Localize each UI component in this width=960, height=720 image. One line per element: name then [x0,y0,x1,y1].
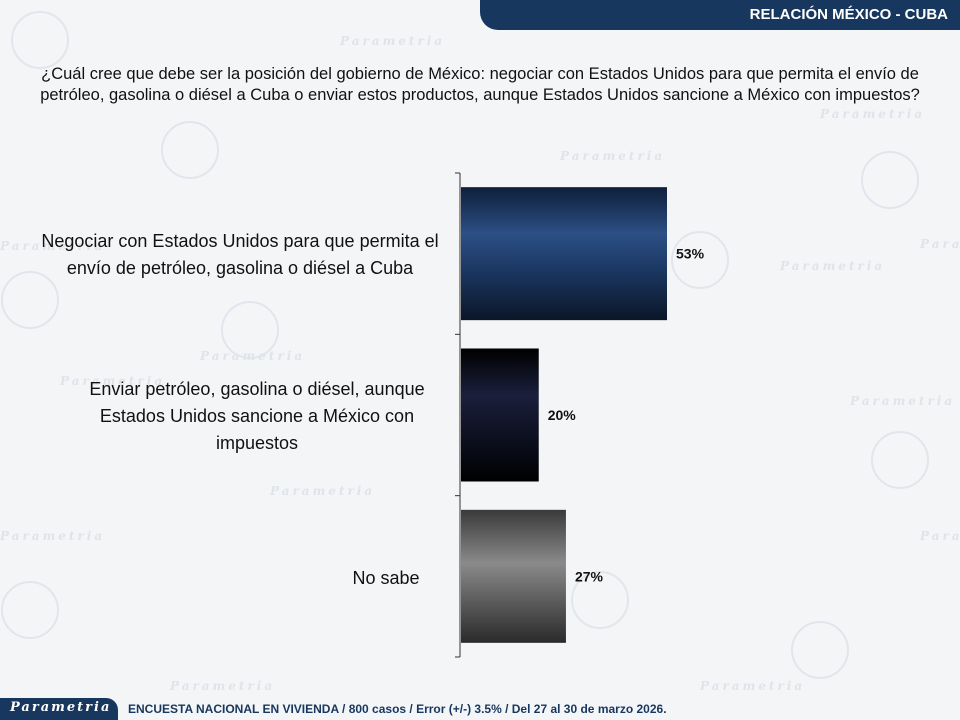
value-label-1: 20% [548,407,577,423]
bar-1 [461,348,539,482]
svg-text:Parametria: Parametria [339,34,445,48]
svg-text:Parametria: Parametria [169,679,275,693]
bar-0 [461,187,667,321]
svg-text:Parametria: Parametria [919,237,960,251]
svg-text:Parametria: Parametria [779,259,885,273]
category-label-enviar: Enviar petróleo, gasolina o diésel, aunq… [89,379,425,453]
svg-text:Parametria: Parametria [819,107,925,121]
svg-text:Parametria: Parametria [559,149,665,163]
svg-text:Parametria: Parametria [59,374,165,388]
svg-text:Parametria: Parametria [919,529,960,543]
survey-question: ¿Cuál cree que debe ser la posición del … [40,65,920,104]
survey-methodology-note: ENCUESTA NACIONAL EN VIVIENDA / 800 caso… [128,702,667,716]
value-label-2: 27% [575,568,604,584]
svg-text:Parametria: Parametria [0,529,105,543]
bar-2 [461,509,566,643]
svg-text:Parametria: Parametria [849,394,955,408]
header-band: RELACIÓN MÉXICO - CUBA [480,0,960,30]
svg-text:Parametria: Parametria [269,484,375,498]
category-label-negociar: Negociar con Estados Unidos para que per… [41,231,439,278]
svg-text:Parametria: Parametria [699,679,805,693]
page-title: RELACIÓN MÉXICO - CUBA [749,6,948,23]
parametria-logo: Parametria [0,698,118,720]
svg-text:Parametria: Parametria [199,349,305,363]
value-label-0: 53% [676,246,705,262]
svg-text:Parametria: Parametria [0,239,105,253]
category-label-no-sabe: No sabe [352,568,420,588]
